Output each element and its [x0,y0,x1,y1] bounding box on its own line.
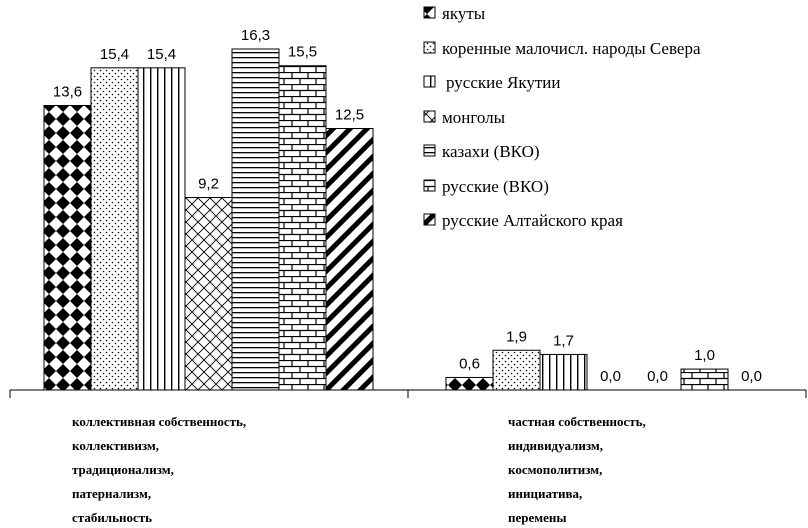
legend-item: монголы [423,108,506,127]
category-label-line: патернализм, [72,486,151,501]
legend-item: коренные малочисл. народы Севера [423,39,701,58]
category-label-line: индивидуализм, [508,438,603,453]
legend-label: казахи (ВКО) [442,142,540,161]
value-label-russians-yakutia-cat1: 1,7 [553,332,574,349]
category-label-line: перемены [508,510,567,525]
bar-northern-peoples-cat0 [90,67,139,391]
value-label-russians-yakutia-cat0: 15,4 [147,46,176,63]
legend-label: коренные малочисл. народы Севера [442,39,701,58]
bar-russians-eko-cat0 [278,65,327,391]
bar-mongols-cat0 [184,197,233,391]
legend: якуты коренные малочисл. народы Севера р… [423,4,701,230]
value-label-kazakhs-eko-cat0: 16,3 [241,27,270,44]
value-label-russians-altai-cat1: 0,0 [741,368,762,385]
category-label-line: традиционализм, [72,462,174,477]
category-label-line: коллективизм, [72,438,159,453]
legend-swatch [423,144,436,157]
value-label-russians-eko-cat1: 1,0 [694,347,715,364]
value-label-kazakhs-eko-cat1: 0,0 [647,368,668,385]
legend-label: русские Якутии [446,73,561,92]
category-label-line: инициатива, [508,486,582,501]
legend-label: якуты [442,4,486,23]
legend-swatch [423,41,436,54]
legend-swatch [423,110,436,123]
legend-item: русские Якутии [423,73,561,92]
category-label-group-private: частная собственность, индивидуализм, ко… [508,414,646,525]
bar-northern-peoples-cat1 [492,349,541,391]
bar-kazakhs-eko-cat0 [231,48,280,391]
bar-russians-yakutia-cat1 [539,353,588,391]
value-label-northern-peoples-cat0: 15,4 [100,46,129,63]
value-label-mongols-cat0: 9,2 [198,176,219,193]
category-label-line: стабильность [72,510,152,525]
bar-russians-eko-cat1 [680,368,729,391]
legend-swatch [423,213,436,226]
legend-item: русские Алтайского края [423,211,623,230]
legend-swatch [423,6,436,19]
legend-swatch [423,179,436,192]
value-labels-layer: 13,6 0,6 15,4 1,9 15,4 1,7 9,2 0,0 16,3 0,0 15,5 1,… [53,27,762,385]
value-label-russians-altai-cat0: 12,5 [335,107,364,124]
legend-item: казахи (ВКО) [423,142,540,161]
category-label-line: частная собственность, [508,414,646,429]
legend-item: русские (ВКО) [423,177,549,196]
value-label-northern-peoples-cat1: 1,9 [506,328,527,345]
value-label-yakuts-cat0: 13,6 [53,83,82,100]
legend-label: русские (ВКО) [442,177,549,196]
legend-label: русские Алтайского края [442,211,623,230]
value-label-russians-eko-cat0: 15,5 [288,44,317,61]
legend-swatch [423,75,436,88]
bar-russians-yakutia-cat0 [137,67,186,391]
legend-item: якуты [423,4,486,23]
bar-yakuts-cat0 [43,104,92,391]
value-label-mongols-cat1: 0,0 [600,368,621,385]
bar-yakuts-cat1 [445,376,494,391]
category-label-line: коллективная собственность, [72,414,246,429]
legend-label: монголы [442,108,506,127]
bar-russians-altai-cat0 [325,128,374,391]
value-label-yakuts-cat1: 0,6 [459,355,480,372]
category-label-line: космополитизм, [508,462,602,477]
category-label-group-collective: коллективная собственность, коллективизм… [72,414,246,525]
bars-layer [43,48,729,391]
